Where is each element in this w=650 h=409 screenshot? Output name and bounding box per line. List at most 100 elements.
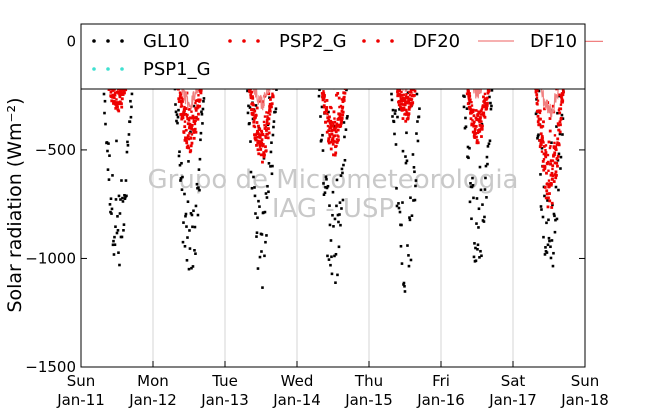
- psp2-g-point: [479, 123, 483, 127]
- gl10-point: [549, 245, 552, 249]
- gl10-point: [556, 111, 559, 115]
- psp2-g-point: [333, 153, 337, 157]
- gl10-point: [467, 156, 470, 160]
- psp2-g-point: [401, 108, 405, 112]
- psp2-g-point: [109, 90, 113, 94]
- gl10-point: [418, 107, 421, 110]
- gl10-point: [184, 212, 188, 216]
- psp2-g-point: [118, 95, 122, 99]
- gl10-point: [483, 188, 487, 191]
- gl10-point: [190, 213, 194, 217]
- psp2-g-point: [123, 91, 126, 95]
- gl10-point: [474, 246, 477, 250]
- gl10-point: [198, 157, 202, 161]
- psp2-g-point: [322, 97, 326, 100]
- gl10-point: [340, 167, 344, 171]
- psp2-g-point: [338, 115, 342, 118]
- df20-point: [187, 117, 190, 120]
- x-tick-label-date: Jan-11: [56, 391, 105, 409]
- psp2-g-point: [337, 96, 341, 100]
- df20-point: [260, 131, 264, 134]
- gl10-point: [484, 164, 488, 168]
- psp2-g-point: [554, 170, 558, 174]
- psp2-g-point: [265, 122, 269, 125]
- legend-swatch: [106, 67, 110, 71]
- x-tick-label-day: Wed: [281, 372, 314, 390]
- gl10-point: [488, 95, 491, 99]
- legend-swatch: [120, 39, 124, 43]
- df20-point: [335, 144, 338, 148]
- watermark-line: IAG - USP: [272, 194, 394, 224]
- gl10-point: [116, 215, 119, 218]
- gl10-point: [475, 197, 479, 200]
- psp2-g-point: [259, 148, 263, 151]
- df20-point: [556, 141, 559, 144]
- gl10-point: [550, 141, 553, 145]
- gl10-point: [551, 203, 554, 207]
- gl10-point: [332, 225, 335, 228]
- gl10-point: [120, 179, 123, 182]
- gl10-point: [535, 98, 538, 101]
- gl10-point: [542, 235, 545, 239]
- psp2-g-point: [559, 116, 563, 120]
- df20-point: [115, 90, 119, 94]
- df20-point: [469, 98, 472, 101]
- df20-point: [470, 104, 474, 107]
- gl10-point: [490, 89, 494, 92]
- gl10-point: [543, 194, 546, 198]
- gl10-point: [254, 104, 258, 107]
- gl10-point: [122, 223, 126, 226]
- gl10-point: [553, 214, 556, 218]
- gl10-point: [487, 142, 491, 145]
- gl10-point: [174, 103, 177, 106]
- psp2-g-point: [548, 199, 552, 203]
- gl10-point: [323, 191, 327, 194]
- psp2-g-point: [399, 97, 403, 101]
- psp2-g-point: [328, 135, 332, 139]
- gl10-point: [404, 155, 407, 158]
- df20-point: [396, 89, 399, 92]
- psp2-g-point: [544, 155, 548, 159]
- gl10-point: [341, 198, 345, 202]
- gl10-point: [190, 266, 193, 270]
- gl10-point: [552, 212, 556, 216]
- psp2-g-point: [257, 152, 261, 156]
- df20-point: [486, 96, 489, 99]
- df20-point: [538, 111, 542, 115]
- gl10-point: [550, 239, 554, 242]
- psp2-g-point: [120, 102, 123, 106]
- psp2-g-point: [548, 129, 552, 133]
- psp2-g-point: [475, 135, 478, 139]
- df20-point: [557, 128, 560, 132]
- gl10-point: [394, 109, 397, 112]
- gl10-point: [544, 246, 547, 249]
- psp2-g-point: [482, 95, 485, 99]
- df20-point: [195, 115, 198, 119]
- gl10-point: [191, 265, 195, 268]
- gl10-point: [130, 92, 134, 96]
- legend: GL10 PSP2_G DF20 DF10 PSP1_G: [80, 23, 586, 90]
- gl10-point: [398, 210, 402, 214]
- gl10-point: [540, 208, 543, 211]
- psp2-g-point: [249, 93, 253, 97]
- df20-point: [113, 96, 116, 100]
- psp2-g-point: [538, 138, 542, 142]
- gl10-point: [547, 236, 551, 240]
- gl10-point: [326, 254, 329, 258]
- psp2-g-point: [335, 122, 339, 126]
- psp2-g-point: [183, 125, 187, 129]
- psp2-g-point: [404, 108, 408, 112]
- legend-swatch: [362, 39, 366, 43]
- gl10-point: [470, 185, 474, 189]
- gl10-point: [174, 110, 178, 114]
- gl10-point: [192, 209, 195, 213]
- gl10-point: [557, 188, 560, 192]
- df20-point: [332, 122, 335, 126]
- df20-point: [343, 95, 346, 99]
- df20-point: [546, 182, 549, 185]
- gl10-point: [185, 225, 188, 228]
- gl10-point: [490, 104, 493, 108]
- df20-point: [322, 90, 325, 93]
- gl10-point: [546, 243, 550, 247]
- psp2-g-point: [329, 126, 333, 129]
